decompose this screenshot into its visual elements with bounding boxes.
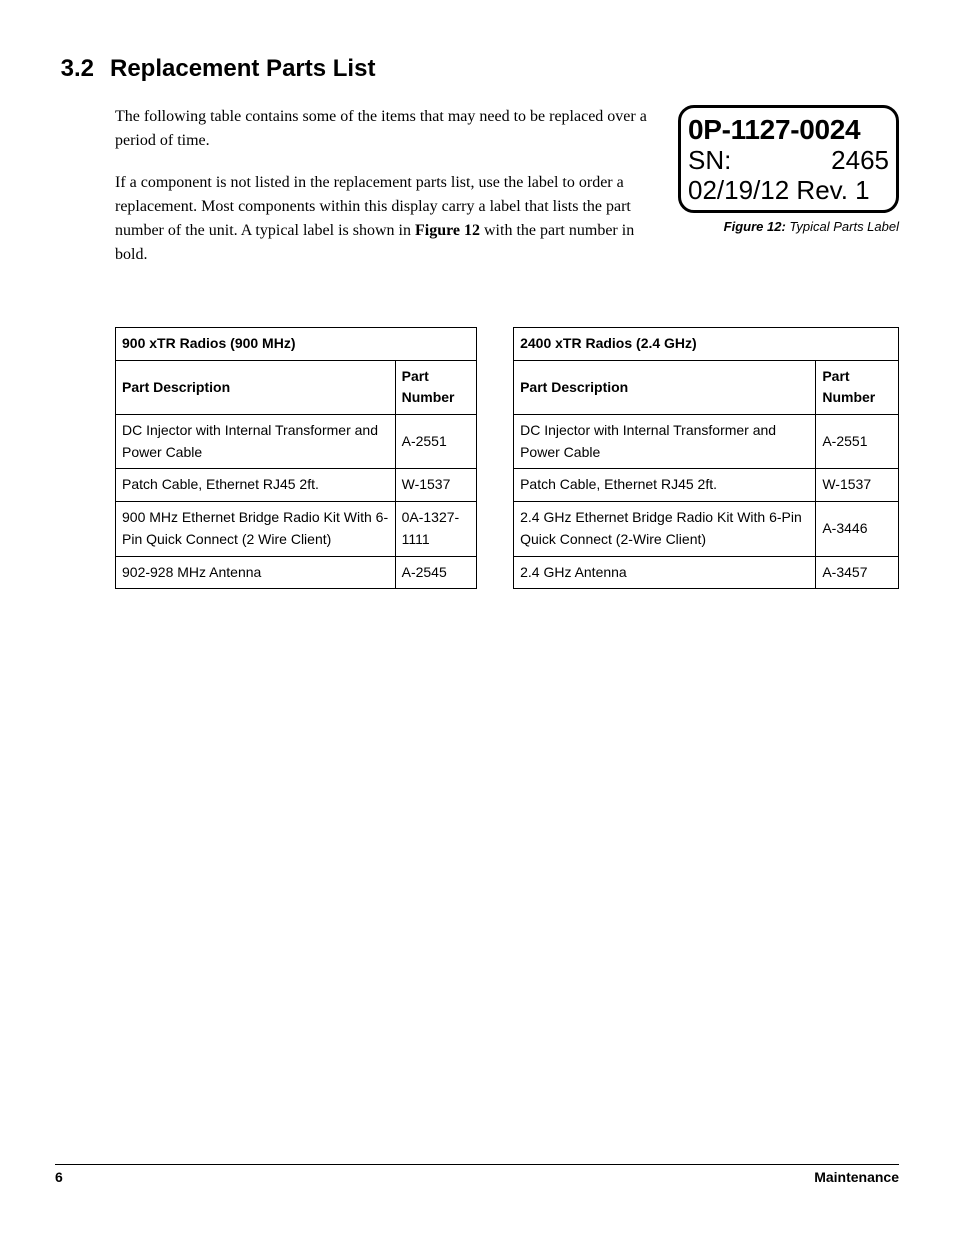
- table-row: DC Injector with Internal Transformer an…: [116, 415, 477, 469]
- table-2400-xtr: 2400 xTR Radios (2.4 GHz) Part Descripti…: [513, 327, 899, 589]
- table-row: 2400 xTR Radios (2.4 GHz): [514, 328, 899, 361]
- paragraph-2: If a component is not listed in the repl…: [115, 171, 660, 267]
- cell-desc: DC Injector with Internal Transformer an…: [116, 415, 396, 469]
- section-heading: 3.2 Replacement Parts List: [55, 55, 899, 83]
- table-title: 900 xTR Radios (900 MHz): [116, 328, 477, 361]
- cell-desc: 2.4 GHz Ethernet Bridge Radio Kit With 6…: [514, 502, 816, 556]
- cell-num: A-2551: [816, 415, 899, 469]
- figure-ref-inline: Figure 12: [415, 222, 480, 239]
- figure-column: 0P-1127-0024 SN: 2465 02/19/12 Rev. 1 Fi…: [678, 105, 899, 285]
- figure-caption-ref: Figure 12:: [724, 219, 786, 234]
- table-row: DC Injector with Internal Transformer an…: [514, 415, 899, 469]
- cell-desc: DC Injector with Internal Transformer an…: [514, 415, 816, 469]
- cell-desc: 2.4 GHz Antenna: [514, 556, 816, 589]
- col-header-desc: Part Description: [514, 360, 816, 414]
- cell-num: A-3446: [816, 502, 899, 556]
- table-row: 900 MHz Ethernet Bridge Radio Kit With 6…: [116, 502, 477, 556]
- col-header-desc: Part Description: [116, 360, 396, 414]
- parts-label-box: 0P-1127-0024 SN: 2465 02/19/12 Rev. 1: [678, 105, 899, 213]
- table-row: Part Description Part Number: [116, 360, 477, 414]
- table-row: 2.4 GHz Ethernet Bridge Radio Kit With 6…: [514, 502, 899, 556]
- cell-num: 0A-1327-1111: [395, 502, 476, 556]
- page-footer: 6 Maintenance: [55, 1164, 899, 1185]
- label-date-rev: 02/19/12 Rev. 1: [688, 176, 889, 206]
- col-header-num: Part Number: [816, 360, 899, 414]
- table-row: 900 xTR Radios (900 MHz): [116, 328, 477, 361]
- cell-desc: 902-928 MHz Antenna: [116, 556, 396, 589]
- figure-caption: Figure 12: Typical Parts Label: [678, 219, 899, 234]
- cell-desc: 900 MHz Ethernet Bridge Radio Kit With 6…: [116, 502, 396, 556]
- label-part-number: 0P-1127-0024: [688, 114, 889, 146]
- cell-num: W-1537: [395, 469, 476, 502]
- page-number: 6: [55, 1169, 63, 1185]
- table-row: Patch Cable, Ethernet RJ45 2ft. W-1537: [514, 469, 899, 502]
- table-row: 2.4 GHz Antenna A-3457: [514, 556, 899, 589]
- intro-text: The following table contains some of the…: [115, 105, 660, 285]
- table-row: Part Description Part Number: [514, 360, 899, 414]
- label-sn-label: SN:: [688, 146, 731, 176]
- cell-num: A-2551: [395, 415, 476, 469]
- table-title: 2400 xTR Radios (2.4 GHz): [514, 328, 899, 361]
- cell-num: W-1537: [816, 469, 899, 502]
- figure-caption-text: Typical Parts Label: [786, 219, 899, 234]
- heading-number: 3.2: [55, 55, 110, 83]
- label-serial-row: SN: 2465: [688, 146, 889, 176]
- label-sn-value: 2465: [831, 146, 889, 176]
- heading-title: Replacement Parts List: [110, 55, 375, 83]
- table-900-xtr: 900 xTR Radios (900 MHz) Part Descriptio…: [115, 327, 477, 589]
- cell-desc: Patch Cable, Ethernet RJ45 2ft.: [514, 469, 816, 502]
- cell-num: A-3457: [816, 556, 899, 589]
- cell-num: A-2545: [395, 556, 476, 589]
- col-header-num: Part Number: [395, 360, 476, 414]
- table-row: 902-928 MHz Antenna A-2545: [116, 556, 477, 589]
- table-row: Patch Cable, Ethernet RJ45 2ft. W-1537: [116, 469, 477, 502]
- footer-section: Maintenance: [814, 1169, 899, 1185]
- paragraph-1: The following table contains some of the…: [115, 105, 660, 153]
- cell-desc: Patch Cable, Ethernet RJ45 2ft.: [116, 469, 396, 502]
